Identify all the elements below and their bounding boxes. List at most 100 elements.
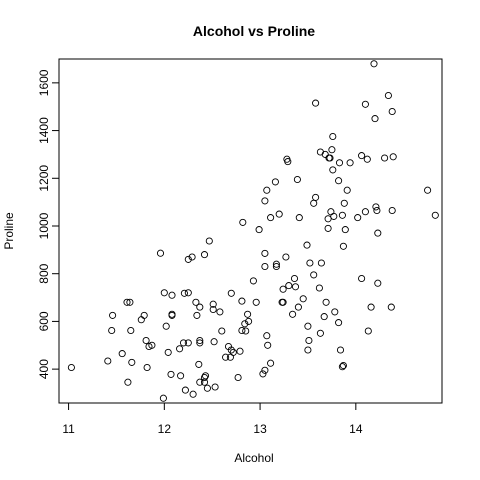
data-point bbox=[374, 229, 382, 237]
data-point bbox=[299, 295, 307, 303]
y-tick-label: 1400 bbox=[37, 117, 51, 144]
data-point bbox=[331, 308, 339, 316]
data-point bbox=[210, 338, 218, 346]
y-tick-label: 1200 bbox=[37, 165, 51, 192]
data-point bbox=[310, 271, 318, 279]
data-point bbox=[108, 326, 116, 335]
data-point bbox=[272, 260, 280, 268]
data-point bbox=[373, 206, 381, 215]
data-point bbox=[200, 373, 209, 382]
data-point bbox=[249, 277, 257, 285]
data-point bbox=[329, 132, 337, 141]
data-point bbox=[67, 363, 75, 372]
data-point bbox=[196, 339, 204, 347]
data-point bbox=[209, 305, 217, 314]
data-point bbox=[424, 186, 432, 194]
data-point bbox=[164, 348, 172, 356]
data-point bbox=[261, 249, 269, 257]
data-point bbox=[327, 208, 335, 216]
data-point bbox=[317, 259, 325, 267]
data-point bbox=[370, 60, 378, 68]
data-point bbox=[244, 310, 252, 318]
data-point bbox=[329, 166, 337, 174]
data-point bbox=[209, 300, 217, 308]
data-point bbox=[168, 311, 176, 319]
y-axis-label: Proline bbox=[2, 212, 16, 250]
y-tick-label: 1000 bbox=[37, 212, 51, 239]
data-point bbox=[181, 386, 189, 394]
data-point bbox=[259, 370, 267, 378]
data-point bbox=[184, 255, 192, 263]
data-point bbox=[205, 237, 213, 245]
data-point bbox=[128, 358, 136, 366]
data-point bbox=[326, 154, 334, 162]
data-point bbox=[238, 326, 246, 335]
data-point bbox=[316, 148, 324, 156]
data-point bbox=[252, 298, 260, 306]
data-point bbox=[242, 327, 250, 335]
data-point bbox=[167, 370, 175, 378]
data-point bbox=[303, 241, 311, 249]
data-point bbox=[196, 336, 204, 345]
data-point bbox=[227, 346, 235, 354]
data-point bbox=[289, 310, 297, 318]
data-point bbox=[255, 226, 263, 234]
data-point bbox=[339, 242, 347, 250]
data-point bbox=[272, 262, 280, 271]
data-point bbox=[179, 339, 188, 347]
data-point bbox=[340, 199, 348, 207]
data-point bbox=[261, 262, 269, 271]
data-points bbox=[67, 60, 439, 402]
data-point bbox=[346, 159, 354, 167]
data-point bbox=[367, 303, 375, 311]
data-point bbox=[371, 115, 379, 123]
data-point bbox=[137, 316, 145, 324]
data-point bbox=[336, 346, 345, 354]
data-point bbox=[200, 251, 209, 259]
data-point bbox=[388, 206, 396, 215]
x-axis: 11 12 13 14 bbox=[62, 402, 363, 436]
data-point bbox=[279, 298, 287, 306]
data-point bbox=[295, 214, 303, 222]
data-point bbox=[229, 348, 237, 356]
data-point bbox=[192, 298, 200, 306]
data-point bbox=[142, 336, 150, 345]
data-point bbox=[374, 279, 382, 287]
data-point bbox=[358, 274, 366, 283]
x-axis-label: Alcohol bbox=[234, 451, 273, 465]
data-point bbox=[285, 282, 293, 290]
x-tick-label: 13 bbox=[253, 422, 267, 436]
chart-title: Alcohol vs Proline bbox=[193, 23, 315, 39]
data-point bbox=[160, 289, 168, 297]
data-point bbox=[310, 199, 318, 207]
data-point bbox=[234, 373, 242, 382]
data-point bbox=[236, 347, 244, 355]
data-point bbox=[339, 361, 347, 370]
data-point bbox=[176, 345, 184, 353]
data-point bbox=[140, 311, 148, 319]
data-point bbox=[282, 253, 290, 261]
data-point bbox=[293, 175, 301, 184]
data-point bbox=[335, 319, 343, 327]
data-point bbox=[338, 211, 346, 219]
data-point bbox=[316, 329, 324, 337]
data-point bbox=[104, 357, 112, 365]
x-tick-label: 11 bbox=[62, 422, 75, 436]
data-point bbox=[201, 372, 210, 380]
data-point bbox=[168, 291, 176, 299]
data-point bbox=[330, 212, 338, 220]
data-point bbox=[335, 159, 344, 167]
data-point bbox=[261, 366, 269, 374]
data-point bbox=[354, 214, 362, 222]
data-point bbox=[305, 336, 313, 345]
data-point bbox=[263, 186, 271, 194]
data-point bbox=[361, 100, 369, 108]
data-point bbox=[195, 360, 203, 368]
data-point bbox=[284, 158, 292, 166]
data-point bbox=[222, 353, 230, 361]
data-point bbox=[124, 378, 132, 386]
data-point bbox=[245, 317, 253, 325]
plot-frame bbox=[58, 58, 443, 404]
